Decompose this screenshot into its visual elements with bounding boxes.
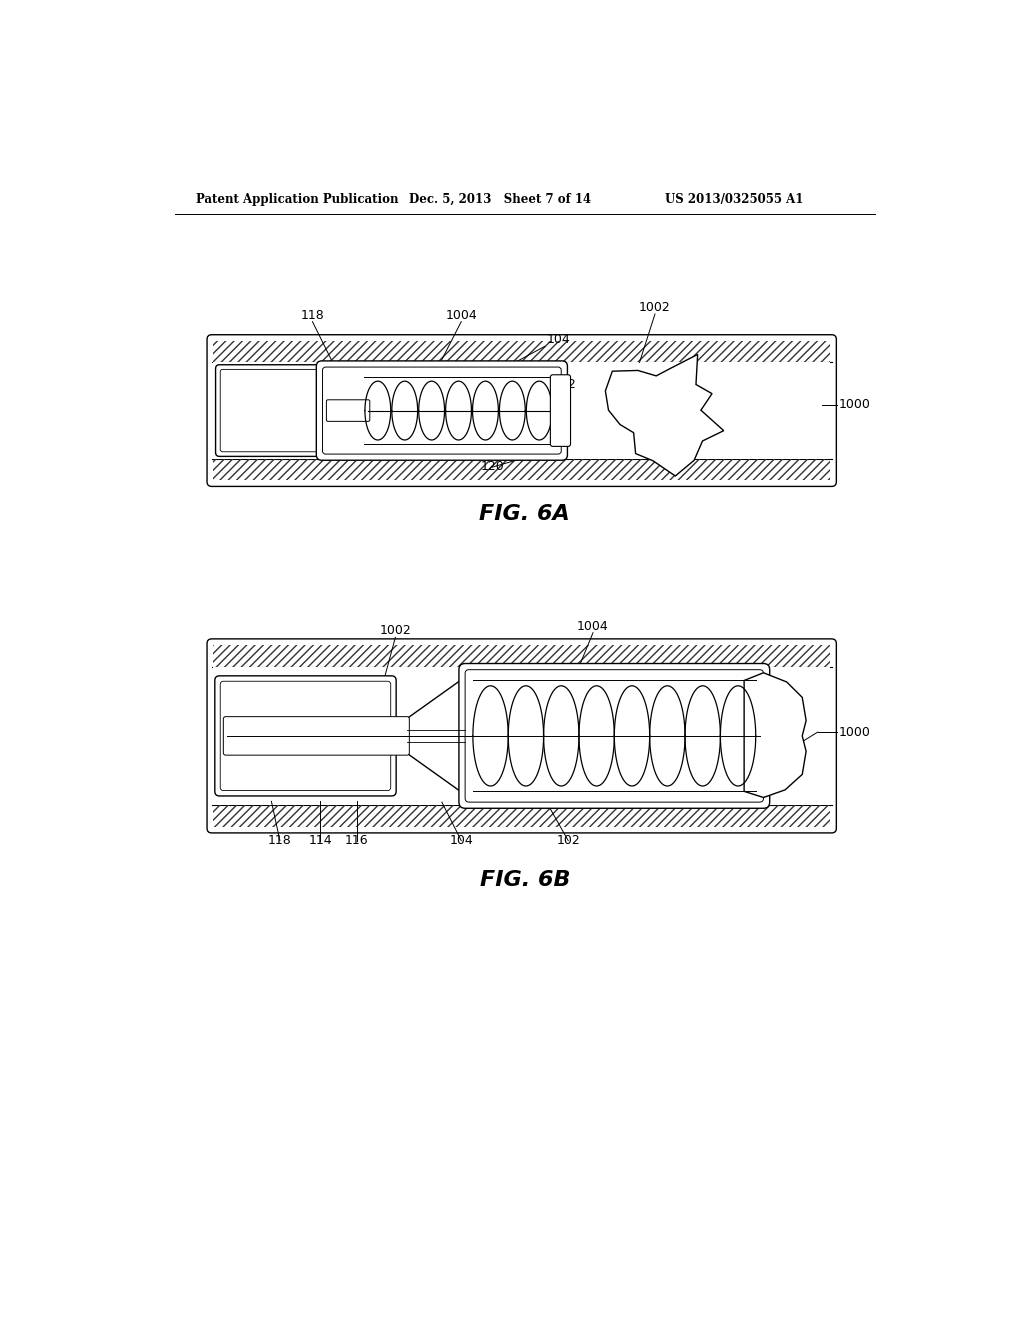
Polygon shape — [744, 673, 806, 797]
Text: FIG. 6A: FIG. 6A — [479, 504, 570, 524]
Polygon shape — [403, 675, 469, 797]
Text: 1000: 1000 — [839, 726, 870, 739]
Text: 102: 102 — [553, 378, 577, 391]
Text: 104: 104 — [450, 834, 473, 846]
Text: 120: 120 — [480, 461, 504, 474]
Text: Dec. 5, 2013   Sheet 7 of 14: Dec. 5, 2013 Sheet 7 of 14 — [410, 193, 592, 206]
Bar — [213, 645, 830, 667]
Text: Patent Application Publication: Patent Application Publication — [197, 193, 398, 206]
FancyBboxPatch shape — [316, 360, 567, 461]
Text: 102: 102 — [556, 834, 580, 846]
FancyBboxPatch shape — [207, 639, 837, 833]
FancyBboxPatch shape — [216, 364, 360, 457]
FancyBboxPatch shape — [465, 669, 764, 803]
FancyBboxPatch shape — [327, 400, 370, 421]
Text: 116: 116 — [345, 834, 369, 846]
Text: 1000: 1000 — [839, 399, 870, 412]
FancyBboxPatch shape — [220, 681, 391, 791]
FancyBboxPatch shape — [223, 717, 410, 755]
FancyBboxPatch shape — [550, 375, 570, 446]
FancyBboxPatch shape — [323, 367, 561, 454]
FancyBboxPatch shape — [220, 370, 356, 451]
FancyBboxPatch shape — [459, 664, 770, 808]
Bar — [213, 341, 830, 363]
Text: 114: 114 — [308, 834, 332, 846]
Text: 1004: 1004 — [578, 619, 609, 632]
Bar — [213, 363, 830, 459]
Text: 118: 118 — [301, 309, 325, 322]
Bar — [213, 667, 830, 805]
FancyBboxPatch shape — [215, 676, 396, 796]
Text: FIG. 6B: FIG. 6B — [479, 870, 570, 890]
Text: 104: 104 — [547, 333, 570, 346]
Polygon shape — [605, 354, 724, 477]
Text: 1002: 1002 — [380, 624, 412, 638]
FancyBboxPatch shape — [207, 335, 837, 487]
Text: US 2013/0325055 A1: US 2013/0325055 A1 — [665, 193, 804, 206]
Bar — [213, 459, 830, 480]
Text: 118: 118 — [268, 834, 292, 846]
Text: 1004: 1004 — [445, 309, 477, 322]
Text: 1002: 1002 — [639, 301, 671, 314]
Bar — [213, 805, 830, 826]
